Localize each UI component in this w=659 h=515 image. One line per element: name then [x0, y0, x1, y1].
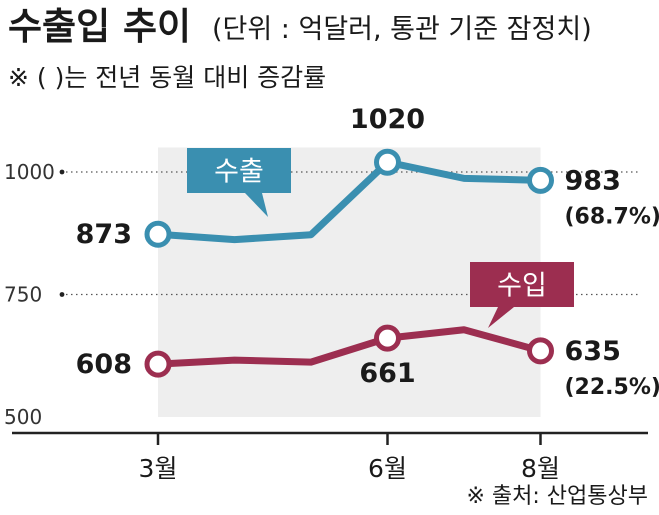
change-rate-label: (22.5%) — [565, 375, 659, 400]
y-tick-label: 1000 — [4, 160, 55, 184]
legend-import-text: 수입 — [497, 271, 547, 302]
data-point-marker — [144, 220, 172, 248]
legend-export-text: 수출 — [214, 157, 264, 188]
data-label: 661 — [359, 358, 415, 389]
data-point-marker — [374, 324, 401, 352]
chart-title: 수출입 추이 — [8, 5, 191, 48]
plot-area: 500 750 1000 3월 6월 8월 873 1020 983 (68.7%) 608 661 6… — [4, 104, 659, 483]
source-note: ※ 출처: 산업통상부 — [466, 484, 648, 509]
y-tick-dot — [59, 292, 65, 297]
data-point-marker — [527, 166, 554, 194]
y-tick-label: 750 — [4, 283, 42, 307]
data-label: 983 — [565, 165, 621, 196]
series-line-export — [154, 158, 544, 244]
y-tick-dot — [59, 169, 65, 175]
x-tick-label: 6월 — [368, 454, 407, 483]
legend-import-pointer — [488, 307, 514, 328]
data-point-marker — [527, 337, 554, 365]
legend-import-box — [470, 262, 574, 307]
data-label: 1020 — [350, 104, 425, 135]
data-point-marker — [374, 148, 401, 176]
unit-note: (단위 : 억달러, 통관 기준 잠정치) — [212, 14, 592, 45]
chart-subtitle: ※ ( )는 전년 동월 대비 증감률 — [8, 63, 326, 92]
legend-export-pointer — [245, 193, 268, 217]
y-tick-label: 500 — [4, 405, 42, 429]
series-line-import — [154, 326, 544, 368]
data-label: 608 — [76, 349, 132, 380]
data-label: 635 — [565, 336, 621, 367]
data-label: 873 — [76, 219, 132, 250]
data-point-marker — [144, 350, 172, 378]
change-rate-label: (68.7%) — [565, 204, 659, 229]
x-tick-label: 3월 — [139, 454, 178, 483]
legend-export-box — [187, 148, 291, 193]
x-tick-label: 8월 — [521, 454, 560, 483]
